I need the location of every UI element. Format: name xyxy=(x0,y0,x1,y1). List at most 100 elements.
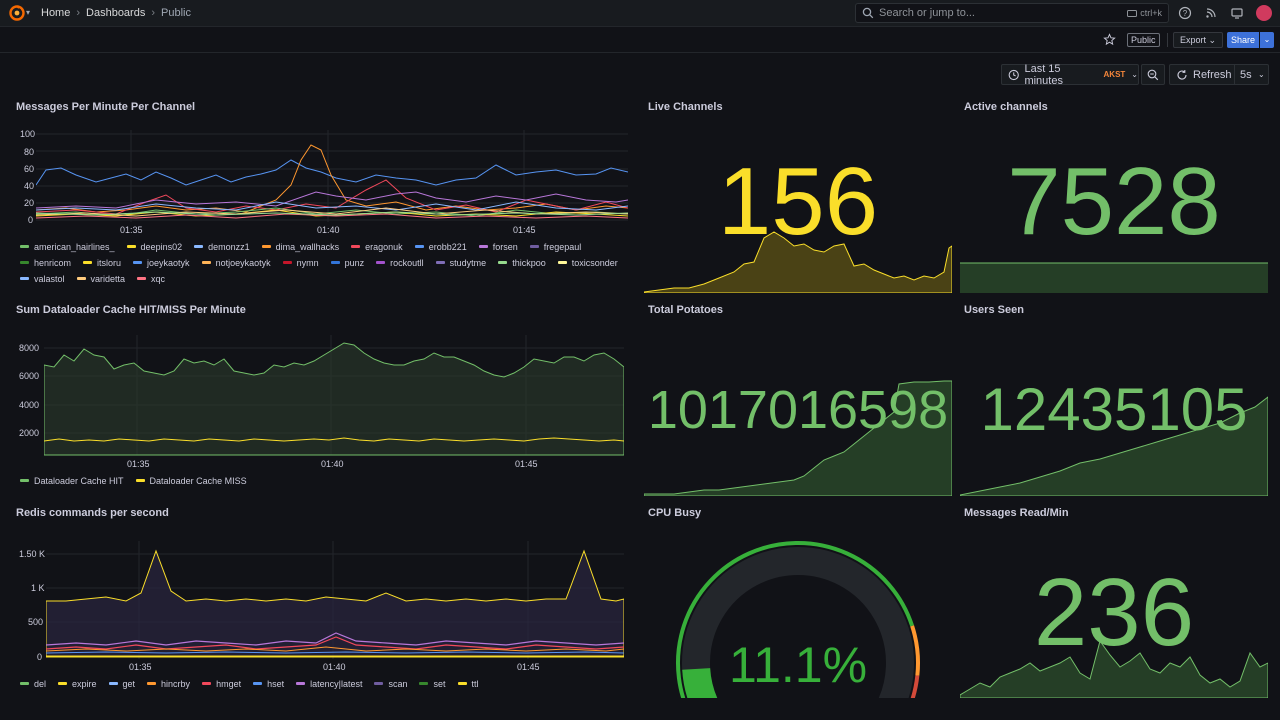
chevron-right-icon: › xyxy=(151,7,156,19)
panel-title[interactable]: Messages Read/Min xyxy=(964,507,1069,519)
panel-title[interactable]: Redis commands per second xyxy=(16,507,169,519)
panel-title[interactable]: Messages Per Minute Per Channel xyxy=(16,101,196,113)
legend-label: forsen xyxy=(492,241,518,252)
panel-title[interactable]: Total Potatoes xyxy=(648,304,723,316)
star-icon[interactable] xyxy=(1103,33,1116,46)
legend-swatch xyxy=(253,682,263,685)
legend-item[interactable]: american_hairlines_ xyxy=(20,241,115,252)
avatar[interactable] xyxy=(1256,5,1272,21)
users-seen-sparkline xyxy=(960,396,1268,496)
legend-item[interactable]: Dataloader Cache MISS xyxy=(135,475,247,486)
messages-chart[interactable] xyxy=(36,130,628,225)
legend-item[interactable]: hmget xyxy=(202,678,241,689)
time-range-picker[interactable]: Last 15 minutes AKST ⌄ xyxy=(1001,63,1139,87)
legend-item[interactable]: henricom xyxy=(20,257,71,268)
legend-swatch xyxy=(108,682,118,685)
y-axis-tick: 500 xyxy=(28,617,44,627)
legend-swatch xyxy=(20,245,29,248)
legend-item[interactable]: punz xyxy=(330,257,364,268)
legend-item[interactable]: ttl xyxy=(457,678,479,689)
legend-item[interactable]: itsloru xyxy=(83,257,121,268)
share-button[interactable]: Share xyxy=(1227,32,1259,48)
zoom-out-button[interactable] xyxy=(1141,64,1165,85)
rss-icon[interactable] xyxy=(1204,6,1218,20)
legend-swatch xyxy=(282,261,292,264)
legend-item[interactable]: fregepaul xyxy=(529,241,581,252)
gauge-threshold-orange xyxy=(910,625,920,676)
x-axis-tick: 01:35 xyxy=(120,225,143,235)
legend-item[interactable]: forsen xyxy=(478,241,518,252)
legend-item[interactable]: studytme xyxy=(435,257,486,268)
legend-swatch xyxy=(201,261,211,264)
chevron-down-icon: ⌄ xyxy=(1258,70,1265,79)
chevron-down-icon: ⌄ xyxy=(1263,35,1271,44)
panel-title[interactable]: Sum Dataloader Cache HIT/MISS Per Minute xyxy=(16,304,246,316)
legend-item[interactable]: notjoeykaotyk xyxy=(201,257,271,268)
clock-icon xyxy=(1008,69,1019,80)
legend-item[interactable]: set xyxy=(419,678,446,689)
export-label: Export xyxy=(1180,35,1207,45)
legend-label: set xyxy=(433,678,446,689)
keyboard-icon xyxy=(1127,9,1138,17)
legend-item[interactable]: eragonuk xyxy=(351,241,403,252)
legend-item[interactable]: xqc xyxy=(137,273,165,284)
refresh-button[interactable]: Refresh xyxy=(1193,69,1232,81)
legend-item[interactable]: scan xyxy=(374,678,407,689)
panel-title[interactable]: Live Channels xyxy=(648,101,723,113)
y-axis-tick: 40 xyxy=(24,181,35,191)
dataloader-chart[interactable] xyxy=(44,335,624,457)
x-axis-tick: 01:45 xyxy=(515,459,538,469)
legend-label: itsloru xyxy=(97,257,122,268)
legend-item[interactable]: expire xyxy=(58,678,97,689)
export-button[interactable]: Export ⌄ xyxy=(1173,32,1224,48)
legend-label: Dataloader Cache HIT xyxy=(34,475,124,486)
legend-item[interactable]: latency|latest xyxy=(296,678,362,689)
legend-item[interactable]: toxicsonder xyxy=(557,257,618,268)
legend-item[interactable]: erobb221 xyxy=(414,241,467,252)
legend-item[interactable]: thickpoo xyxy=(498,257,546,268)
legend-item[interactable]: del xyxy=(20,678,46,689)
legend-item[interactable]: hset xyxy=(253,678,284,689)
legend-item[interactable]: hincrby xyxy=(147,678,190,689)
legend-swatch xyxy=(135,479,145,482)
panel-cpu-busy: CPU Busy 11.1% xyxy=(644,503,952,703)
panel-title[interactable]: Users Seen xyxy=(964,304,1024,316)
monitor-icon[interactable] xyxy=(1230,6,1244,20)
legend-item[interactable]: joeykaotyk xyxy=(133,257,190,268)
panel-title[interactable]: CPU Busy xyxy=(648,507,702,519)
legend-item[interactable]: Dataloader Cache HIT xyxy=(20,475,124,486)
messages-read-sparkline xyxy=(960,639,1268,698)
legend-item[interactable]: nymn xyxy=(282,257,319,268)
legend-item[interactable]: rockoutll xyxy=(376,257,424,268)
legend-item[interactable]: demonzz1 xyxy=(194,241,250,252)
breadcrumb-home[interactable]: Home xyxy=(41,7,71,19)
x-axis-tick: 01:40 xyxy=(321,459,344,469)
breadcrumb-dashboards[interactable]: Dashboards xyxy=(86,7,146,19)
legend-item[interactable]: varidetta xyxy=(76,273,125,284)
legend-label: thickpoo xyxy=(512,257,546,268)
help-icon[interactable]: ? xyxy=(1178,6,1192,20)
legend-item[interactable]: valastol xyxy=(20,273,65,284)
legend-label: notjoeykaotyk xyxy=(215,257,271,268)
search-input[interactable]: Search or jump to... ctrl+k xyxy=(855,3,1169,23)
legend-swatch xyxy=(414,245,424,248)
legend-label: xqc xyxy=(151,273,166,284)
y-axis-tick: 100 xyxy=(20,129,36,139)
x-axis-tick: 01:40 xyxy=(317,225,340,235)
legend-label: rockoutll xyxy=(390,257,424,268)
legend-swatch xyxy=(126,245,136,248)
legend-item[interactable]: dima_wallhacks xyxy=(261,241,340,252)
panel-title[interactable]: Active channels xyxy=(964,101,1048,113)
legend-item[interactable]: deepins02 xyxy=(126,241,182,252)
grafana-logo-icon[interactable] xyxy=(9,5,25,21)
redis-chart[interactable] xyxy=(46,541,624,659)
legend-item[interactable]: get xyxy=(108,678,135,689)
chevron-down-icon[interactable]: ▾ xyxy=(26,8,31,17)
share-dropdown-button[interactable]: ⌄ xyxy=(1260,32,1274,48)
timezone-label: AKST xyxy=(1103,70,1126,79)
chart-legend: american_hairlines_ deepins02 demonzz1 dima… xyxy=(20,241,620,284)
stat-value: 12435105 xyxy=(980,376,1248,443)
refresh-picker[interactable]: Refresh 5s ⌄ xyxy=(1169,64,1269,85)
refresh-interval-select[interactable]: 5s xyxy=(1240,69,1252,81)
legend-label: dima_wallhacks xyxy=(275,241,340,252)
